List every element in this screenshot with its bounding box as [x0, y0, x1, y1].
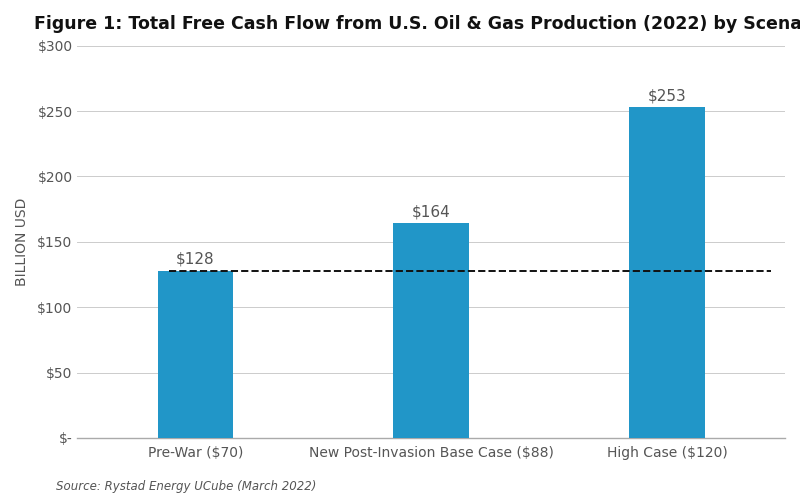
Bar: [630, 107, 705, 438]
Title: Figure 1: Total Free Cash Flow from U.S. Oil & Gas Production (2022) by Scenario: Figure 1: Total Free Cash Flow from U.S.…: [34, 15, 800, 33]
Text: $164: $164: [412, 204, 450, 220]
Y-axis label: BILLION USD: BILLION USD: [15, 198, 29, 286]
Text: Source: Rystad Energy UCube (March 2022): Source: Rystad Energy UCube (March 2022): [56, 480, 316, 493]
Text: $253: $253: [648, 88, 686, 103]
Bar: [158, 271, 233, 438]
Bar: [394, 223, 469, 438]
Text: $128: $128: [176, 251, 214, 267]
